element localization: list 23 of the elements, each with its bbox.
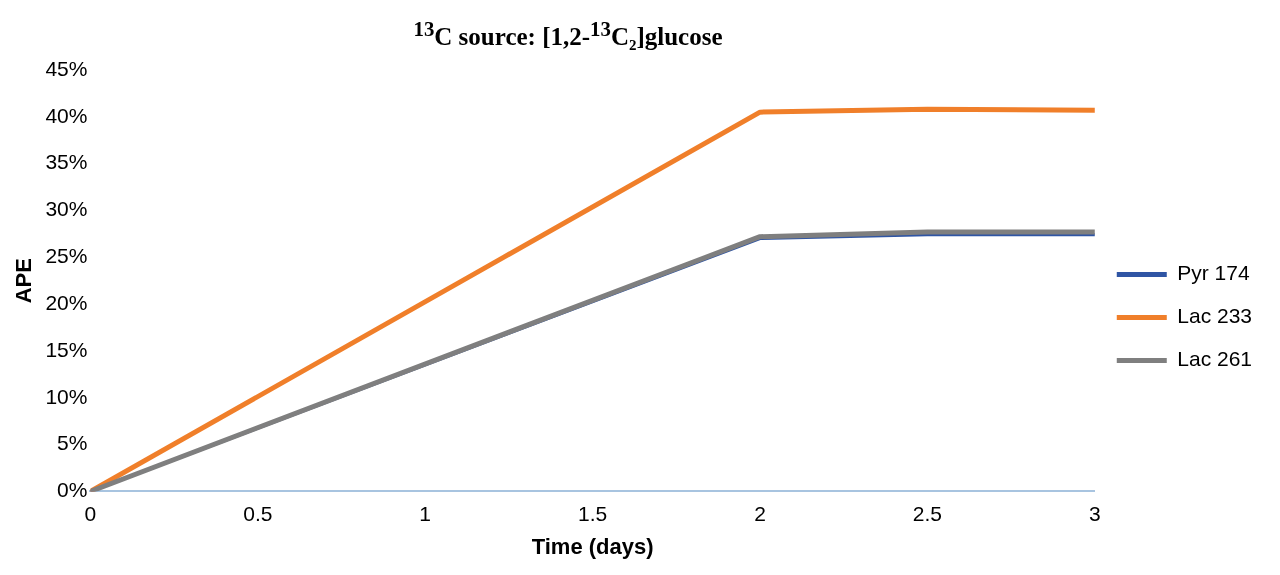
x-tick-label: 1.5 bbox=[578, 501, 608, 525]
chart-title: $^{13}$C source: [1,2-$^{13}$C₂]glucose bbox=[412, 16, 724, 51]
y-tick-label: 30% bbox=[45, 197, 88, 221]
x-tick-label: 3 bbox=[1088, 501, 1101, 525]
y-axis-title: APE bbox=[11, 258, 37, 304]
x-tick-label: 2 bbox=[754, 501, 766, 525]
x-axis-title: Time (days) bbox=[531, 533, 654, 559]
y-tick-label: 15% bbox=[45, 337, 88, 361]
y-tick-label: 0% bbox=[57, 478, 88, 502]
y-tick-label: 5% bbox=[57, 431, 88, 455]
y-tick-label: 25% bbox=[45, 244, 88, 268]
legend-label: Lac 233 bbox=[1177, 304, 1252, 328]
x-tick-label: 2.5 bbox=[912, 501, 942, 525]
y-tick-label: 40% bbox=[45, 103, 88, 127]
y-tick-label: 35% bbox=[45, 150, 88, 174]
legend-label: Pyr 174 bbox=[1177, 261, 1250, 285]
y-tick-label: 45% bbox=[45, 56, 88, 80]
y-tick-label: 10% bbox=[45, 384, 88, 408]
x-tick-label: 0.5 bbox=[243, 501, 273, 525]
legend-label: Lac 261 bbox=[1177, 347, 1252, 371]
x-tick-label: 0 bbox=[84, 501, 97, 525]
x-tick-label: 1 bbox=[419, 501, 432, 525]
y-tick-label: 20% bbox=[45, 290, 88, 314]
